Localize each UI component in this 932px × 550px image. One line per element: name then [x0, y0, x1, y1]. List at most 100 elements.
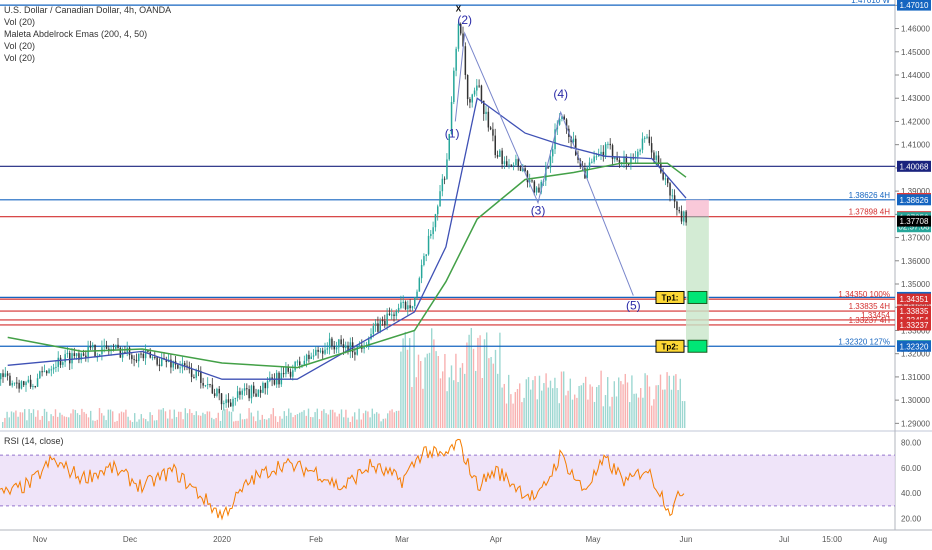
candle-body — [604, 144, 607, 157]
volume-bar — [226, 408, 228, 428]
candle-body — [308, 354, 310, 360]
volume-bar — [125, 409, 127, 428]
volume-bar — [574, 394, 576, 428]
target-zone — [686, 216, 709, 347]
volume-bar — [274, 416, 277, 428]
candle-body — [623, 156, 625, 163]
study-vol-2[interactable]: Vol (20) — [4, 41, 36, 51]
volume-bar — [580, 385, 582, 428]
candle-body — [678, 209, 680, 212]
volume-bar — [505, 403, 508, 428]
candle-body — [223, 403, 225, 405]
candle-body — [200, 370, 202, 383]
candle-body — [36, 378, 39, 387]
volume-bar — [54, 409, 57, 428]
candle-body — [207, 384, 209, 386]
volume-bar — [160, 409, 162, 428]
candle-body — [273, 379, 276, 385]
candle-body — [4, 373, 7, 377]
volume-bar — [270, 414, 272, 428]
study-vol-1[interactable]: Vol (20) — [4, 17, 36, 27]
candle-body — [503, 161, 506, 165]
volume-bar — [406, 349, 409, 428]
price-tick-label: 1.31000 — [901, 373, 930, 382]
volume-bar — [74, 409, 76, 428]
volume-bar — [26, 420, 28, 428]
candle-body — [586, 167, 588, 179]
volume-bar — [169, 409, 171, 428]
candle-body — [487, 111, 490, 128]
candle-body — [170, 359, 172, 368]
volume-bar — [527, 377, 530, 428]
level-label: 1.34350 100% — [838, 290, 890, 299]
candle-body — [142, 353, 145, 359]
candle-body — [683, 211, 685, 222]
candle-body — [660, 162, 662, 173]
candle-body — [476, 85, 478, 91]
rsi-legend[interactable]: RSI (14, close) — [4, 436, 64, 446]
volume-bar — [92, 420, 94, 428]
symbol-title[interactable]: U.S. Dollar / Canadian Dollar, 4h, OANDA — [4, 5, 172, 15]
volume-bar — [261, 414, 263, 428]
candle-body — [685, 211, 687, 223]
candle-body — [158, 364, 161, 367]
volume-bar — [70, 413, 72, 428]
price-tick-label: 1.39000 — [901, 187, 930, 196]
volume-bar — [140, 414, 142, 428]
level-label: 1.47010 W — [851, 0, 890, 5]
time-tick-label: 15:00 — [822, 535, 843, 544]
volume-bar — [61, 414, 63, 428]
stop-zone — [686, 199, 709, 217]
volume-bar — [85, 413, 87, 428]
candle-body — [494, 135, 496, 156]
volume-bar — [288, 408, 290, 428]
candle-body — [303, 360, 306, 365]
volume-bar — [272, 408, 274, 428]
candle-body — [239, 391, 241, 395]
candle-body — [478, 85, 480, 87]
volume-bar — [560, 371, 563, 428]
volume-bar — [109, 409, 112, 428]
volume-bar — [142, 418, 145, 428]
volume-bar — [569, 378, 571, 428]
volume-bar — [167, 418, 169, 428]
candle-body — [287, 366, 289, 372]
volume-bar — [307, 408, 310, 428]
candle-body — [529, 180, 531, 183]
ema-fast-line — [7, 97, 687, 380]
volume-bar — [437, 355, 439, 428]
volume-bar — [684, 401, 686, 428]
volume-bar — [602, 406, 604, 428]
level-label: 1.33237 4H — [849, 316, 891, 325]
candle-body — [345, 345, 347, 348]
candle-body — [340, 339, 342, 345]
candle-body — [411, 306, 414, 309]
candle-body — [374, 323, 377, 326]
study-emas[interactable]: Maleta Abdelrock Emas (200, 4, 50) — [4, 29, 148, 39]
candle-body — [460, 23, 462, 34]
candle-body — [510, 164, 513, 166]
candle-body — [177, 364, 179, 369]
candle-body — [657, 155, 660, 163]
volume-bar — [523, 397, 525, 428]
candle-body — [20, 381, 23, 389]
candle-body — [172, 361, 174, 368]
volume-bar — [670, 389, 673, 428]
candle-body — [579, 159, 582, 167]
candle-body — [131, 355, 133, 360]
time-tick-label: May — [585, 535, 600, 544]
candle-body — [471, 94, 473, 103]
volume-bar — [380, 421, 382, 428]
volume-bar — [134, 413, 136, 428]
candle-body — [664, 178, 667, 180]
volume-bar — [618, 377, 620, 428]
volume-bar — [178, 411, 180, 428]
target-tag — [655, 339, 685, 353]
price-tick-label: 1.44000 — [901, 71, 930, 80]
candle-body — [216, 388, 218, 396]
study-vol-3[interactable]: Vol (20) — [4, 53, 36, 63]
target-marker — [687, 339, 708, 353]
target-tag-label: Tp1: — [662, 293, 679, 302]
candle-body — [147, 350, 149, 352]
